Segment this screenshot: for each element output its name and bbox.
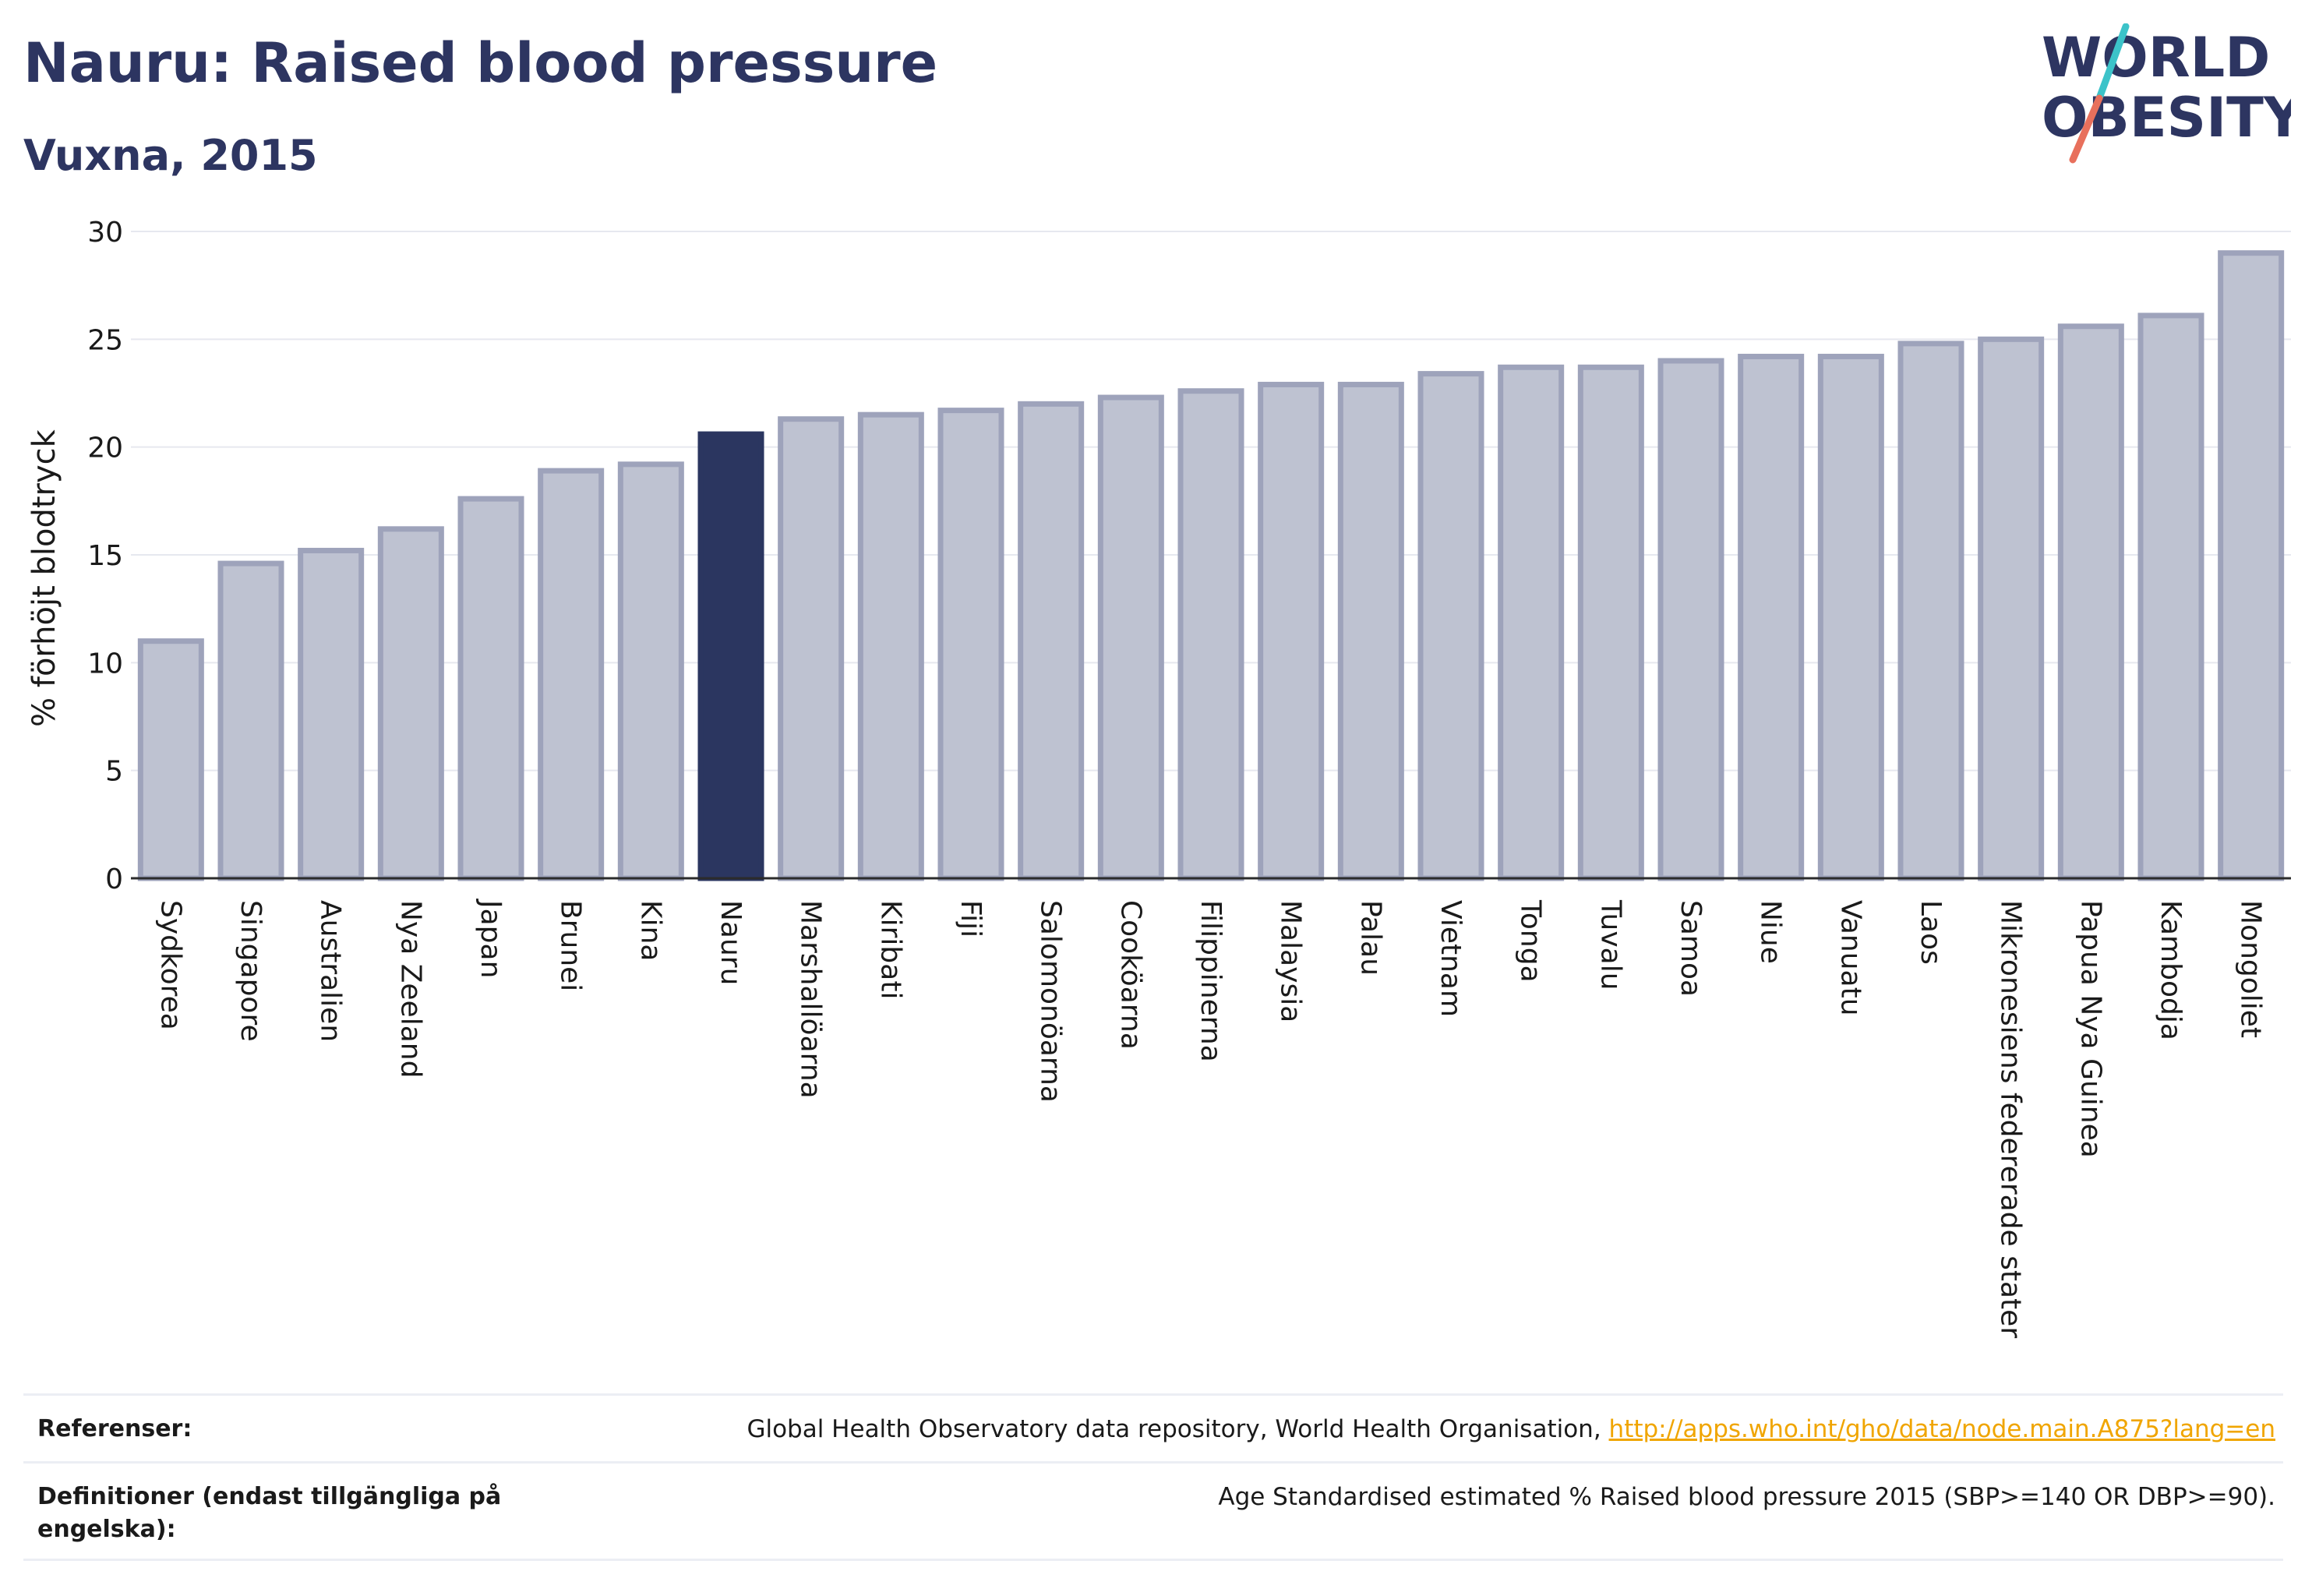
y-tick-label: 30 [87,217,123,249]
y-tick-label: 15 [87,540,123,572]
x-tick-label: Vietnam [1435,900,1467,1017]
bar [1018,401,1085,881]
bars-layer [137,250,2285,881]
x-tick-label: Samoa [1675,900,1707,997]
y-tick-label: 5 [105,756,123,788]
y-axis-label: % förhöjt blodtryck [26,429,62,727]
bar-chart: 0 5 10 15 20 25 30 Sydkorea Singapore Australien N… [26,217,2291,1338]
definitions-row: Definitioner (endast tillgängliga på eng… [23,1461,2283,1561]
x-tick-label: Nya Zeeland [394,900,426,1078]
bar [217,560,284,881]
references-table: Referenser: Global Health Observatory da… [23,1393,2283,1561]
bar [1097,394,1164,881]
references-link[interactable]: http://apps.who.int/gho/data/node.main.A… [1608,1415,2275,1443]
bar [1258,381,1325,881]
bar [377,526,444,881]
bar [1978,336,2045,881]
bar [538,468,605,881]
bar [2218,250,2285,881]
x-tick-label: Niue [1755,900,1787,964]
bar [457,496,524,881]
axis-layer: 0 5 10 15 20 25 30 Sydkorea Singapore Australien N… [87,217,2291,1338]
x-tick-label: Fiji [955,900,987,937]
x-tick-label: Salomonöarna [1035,900,1067,1103]
bar [2137,312,2204,881]
bar [1577,364,1644,881]
x-tick-label: Papua Nya Guinea [2074,900,2106,1158]
bar [1817,353,1884,881]
bar [1177,388,1244,881]
x-tick-label: Nauru [715,900,747,985]
world-obesity-logo: WORLD OBESITY [2042,23,2291,164]
bar [1897,341,1964,881]
bar [937,408,1004,881]
x-tick-label: Japan [475,899,507,978]
y-tick-label: 25 [87,324,123,356]
logo-slash-bottom [2069,94,2103,164]
x-tick-label: Cooköarna [1114,900,1146,1050]
x-tick-label: Kina [634,900,666,962]
x-tick-label: Tuvalu [1594,899,1626,990]
references-label: Referenser: [37,1415,192,1442]
x-tick-label: Vanuatu [1834,900,1866,1016]
logo-slash-top [2095,23,2130,102]
bar [1337,381,1404,881]
logo-line-1: WORLD [2042,26,2270,90]
x-tick-label: Kiribati [874,900,906,999]
x-tick-label: Malaysia [1275,900,1307,1022]
bar-highlight [697,431,764,881]
chart-subtitle: Vuxna, 2015 [23,131,318,180]
x-tick-label: Australien [315,900,347,1042]
references-value: Global Health Observatory data repositor… [747,1413,2283,1446]
x-tick-label: Marshallöarna [795,900,827,1099]
chart-title: Nauru: Raised blood pressure [23,31,938,95]
x-tick-label: Tonga [1515,899,1547,983]
bar [778,416,845,881]
bar [2057,323,2124,881]
x-tick-label: Mikronesiens federerade stater [1995,900,2027,1338]
bar [137,638,204,881]
bar [1738,353,1805,881]
bar [1498,364,1565,881]
bar [1417,371,1484,881]
y-tick-label: 20 [87,433,123,464]
x-tick-label: Palau [1354,900,1386,976]
x-tick-label: Singapore [235,900,267,1042]
definitions-label: Definitioner (endast tillgängliga på eng… [37,1483,502,1543]
x-tick-label: Sydkorea [154,900,186,1030]
x-tick-label: Kambodja [2155,900,2187,1040]
x-tick-label: Brunei [555,900,587,991]
x-tick-label: Laos [1915,900,1947,965]
x-tick-label: Filippinerna [1195,900,1227,1062]
y-tick-label: 0 [105,863,123,895]
bar [298,547,365,881]
references-text: Global Health Observatory data repositor… [747,1415,1609,1443]
bar [617,461,684,881]
bar [1657,358,1724,881]
y-tick-label: 10 [87,648,123,680]
definitions-value: Age Standardised estimated % Raised bloo… [1218,1483,2275,1511]
bar [857,411,924,881]
x-tick-label: Mongoliet [2235,900,2267,1038]
references-row: Referenser: Global Health Observatory da… [23,1393,2283,1461]
